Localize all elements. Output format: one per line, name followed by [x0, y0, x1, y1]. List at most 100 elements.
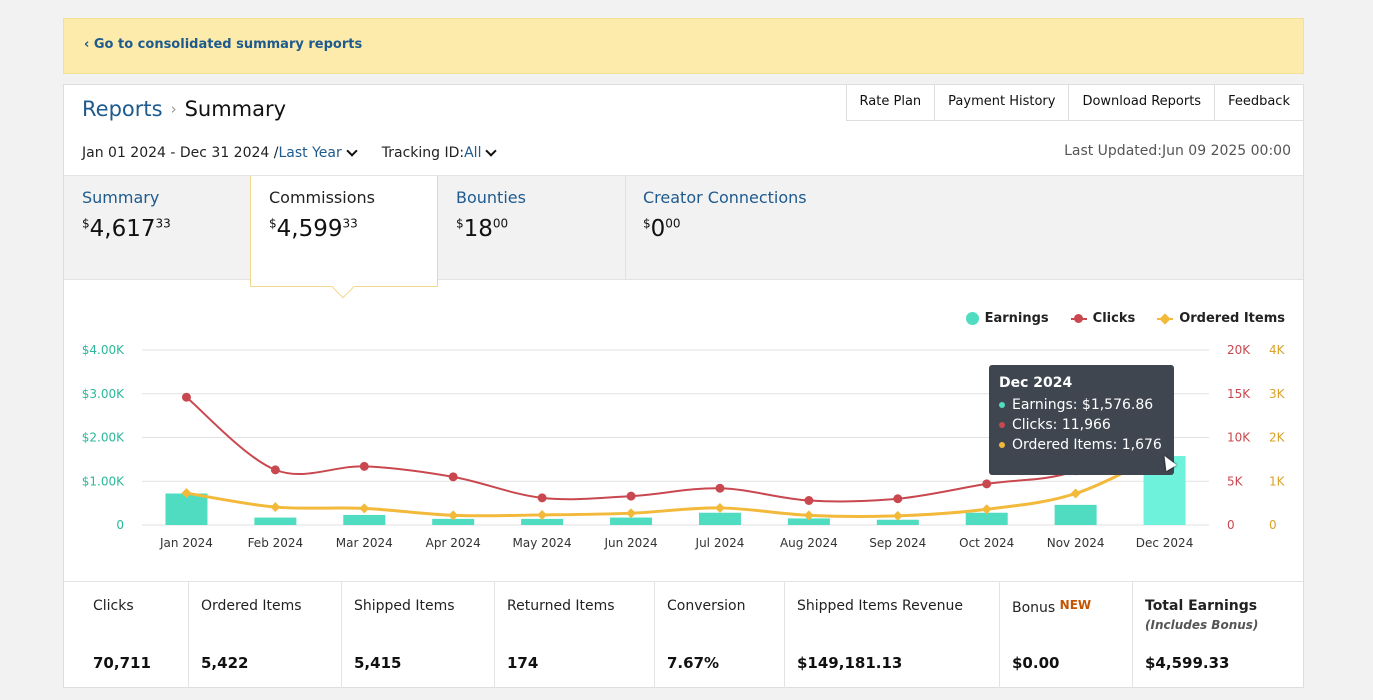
x-tick-label: Jun 2024 [603, 536, 657, 550]
y-right-clicks-tick-label: 10K [1227, 431, 1251, 445]
earnings-chart: Earnings Clicks Ordered Items 0 0 0 $1.00K 5… [64, 295, 1303, 579]
tooltip-clicks: Clicks: 11,966 [999, 417, 1164, 433]
rate-plan-button[interactable]: Rate Plan [845, 84, 936, 121]
legend-ordered-items[interactable]: Ordered Items [1157, 311, 1285, 326]
ordered-items-line [186, 450, 1166, 518]
clicks-point [982, 479, 992, 489]
x-tick-label: Dec 2024 [1136, 536, 1194, 550]
earnings-bar [698, 512, 741, 525]
tab-bounties-value: $1800 [456, 216, 509, 242]
y-right-ordered-tick-label: 0 [1269, 518, 1277, 532]
clicks-point [270, 465, 280, 475]
y-right-clicks-tick-label: 20K [1227, 343, 1251, 357]
x-tick-label: Jan 2024 [159, 536, 213, 550]
x-tick-label: Aug 2024 [780, 536, 838, 550]
tooltip-earnings: Earnings: $1,576.86 [999, 397, 1164, 413]
chevron-down-icon[interactable] [485, 145, 498, 157]
download-reports-button[interactable]: Download Reports [1068, 84, 1216, 121]
clicks-point [448, 472, 458, 482]
tracking-id-dropdown[interactable]: Tracking ID: All [382, 145, 502, 161]
clicks-point [537, 493, 547, 503]
tab-creator-connections-label: Creator Connections [643, 188, 807, 207]
tab-creator-connections[interactable]: Creator Connections $000 [625, 176, 945, 280]
earnings-bar [1054, 504, 1097, 525]
clicks-point [893, 494, 903, 504]
period-dropdown[interactable]: Last Year [278, 145, 342, 161]
clicks-point [181, 392, 191, 402]
tab-bounties[interactable]: Bounties $1800 [438, 176, 626, 280]
y-left-tick-label: $4.00K [82, 343, 125, 357]
new-badge: NEW [1059, 598, 1092, 612]
clicks-point [804, 496, 814, 505]
feedback-button[interactable]: Feedback [1214, 84, 1304, 121]
ordered-items-point [270, 502, 281, 513]
y-right-ordered-tick-label: 3K [1269, 387, 1286, 401]
date-range: Jan 01 2024 - Dec 31 2024 / [82, 145, 279, 161]
clicks-line [185, 396, 1166, 503]
chart-legend: Earnings Clicks Ordered Items [965, 311, 1285, 326]
legend-clicks[interactable]: Clicks [1070, 311, 1135, 326]
earnings-bar [610, 517, 653, 525]
breadcrumb: Reports › Summary [82, 97, 286, 121]
tab-summary-value: $4,61733 [82, 216, 171, 242]
report-card: Reports › Summary Rate Plan Payment Histor… [63, 84, 1304, 688]
earnings-bar [876, 519, 919, 525]
x-tick-label: Jul 2024 [695, 536, 745, 550]
earnings-bar [165, 493, 208, 525]
metrics-row: Clicks 70,711 Ordered Items 5,422 Shippe… [64, 581, 1303, 688]
y-right-clicks-tick-label: 0 [1227, 518, 1235, 532]
y-left-tick-label: $2.00K [82, 431, 125, 445]
y-right-ordered-tick-label: 1K [1269, 474, 1286, 488]
x-tick-label: Feb 2024 [248, 536, 304, 550]
x-tick-label: May 2024 [513, 536, 572, 550]
metric-clicks: Clicks 70,711 [64, 582, 189, 688]
chevron-down-icon[interactable] [346, 145, 358, 157]
payment-history-button[interactable]: Payment History [934, 84, 1070, 121]
legend-earnings[interactable]: Earnings [965, 311, 1049, 326]
y-right-ordered-tick-label: 2K [1269, 431, 1286, 445]
tab-commissions-value: $4,59933 [269, 216, 358, 242]
ordered-items-point [359, 503, 370, 514]
consolidated-banner: ‹ Go to consolidated summary reports [63, 18, 1304, 74]
earnings-bar [787, 518, 830, 525]
x-tick-label: Oct 2024 [959, 536, 1014, 550]
tab-bounties-label: Bounties [456, 188, 526, 207]
metric-ordered-items: Ordered Items 5,422 [189, 582, 342, 688]
earnings-bar [254, 517, 297, 525]
metric-bonus: Bonus NEW $0.00 [1000, 582, 1133, 688]
tab-commissions[interactable]: Commissions $4,59933 [250, 176, 438, 299]
ordered-items-point [803, 510, 814, 521]
x-tick-label: Apr 2024 [426, 536, 481, 550]
breadcrumb-reports-link[interactable]: Reports [82, 97, 163, 121]
ordered-items-point [1070, 488, 1081, 499]
consolidated-reports-link[interactable]: ‹ Go to consolidated summary reports [84, 37, 363, 52]
earnings-bar [521, 518, 564, 525]
tracking-id-value[interactable]: All [464, 145, 482, 161]
x-tick-label: Mar 2024 [336, 536, 393, 550]
top-nav: Rate Plan Payment History Download Repor… [845, 84, 1304, 121]
clicks-point [626, 491, 636, 501]
ordered-items-point [715, 502, 725, 513]
ordered-items-line-icon [1157, 312, 1174, 325]
tracking-id-label: Tracking ID: [381, 145, 465, 161]
y-left-tick-label: 0 [116, 518, 124, 532]
x-tick-label: Sep 2024 [869, 536, 926, 550]
y-right-clicks-tick-label: 5K [1227, 474, 1244, 488]
ordered-items-point [448, 510, 459, 521]
page-title: Summary [184, 97, 287, 121]
metric-shipped-revenue: Shipped Items Revenue $149,181.13 [785, 582, 1000, 688]
tab-summary-label: Summary [82, 188, 160, 207]
ordered-items-point [892, 510, 903, 521]
y-left-tick-label: $1.00K [82, 474, 125, 488]
chart-tooltip: Dec 2024 Earnings: $1,576.86 Clicks: 11,… [989, 365, 1174, 475]
tab-summary[interactable]: Summary $4,61733 [64, 176, 251, 280]
x-tick-label: Nov 2024 [1047, 536, 1105, 550]
clicks-point [715, 483, 725, 493]
metric-returned-items: Returned Items 174 [495, 582, 655, 688]
tab-commissions-label: Commissions [269, 188, 375, 207]
metric-shipped-items: Shipped Items 5,415 [342, 582, 495, 688]
ordered-items-point [626, 508, 636, 519]
earnings-dot-icon [965, 312, 979, 325]
last-updated: Last Updated:Jun 09 2025 00:00 [1064, 143, 1291, 159]
filter-row: Jan 01 2024 - Dec 31 2024 / Last Year Tr… [82, 145, 501, 161]
